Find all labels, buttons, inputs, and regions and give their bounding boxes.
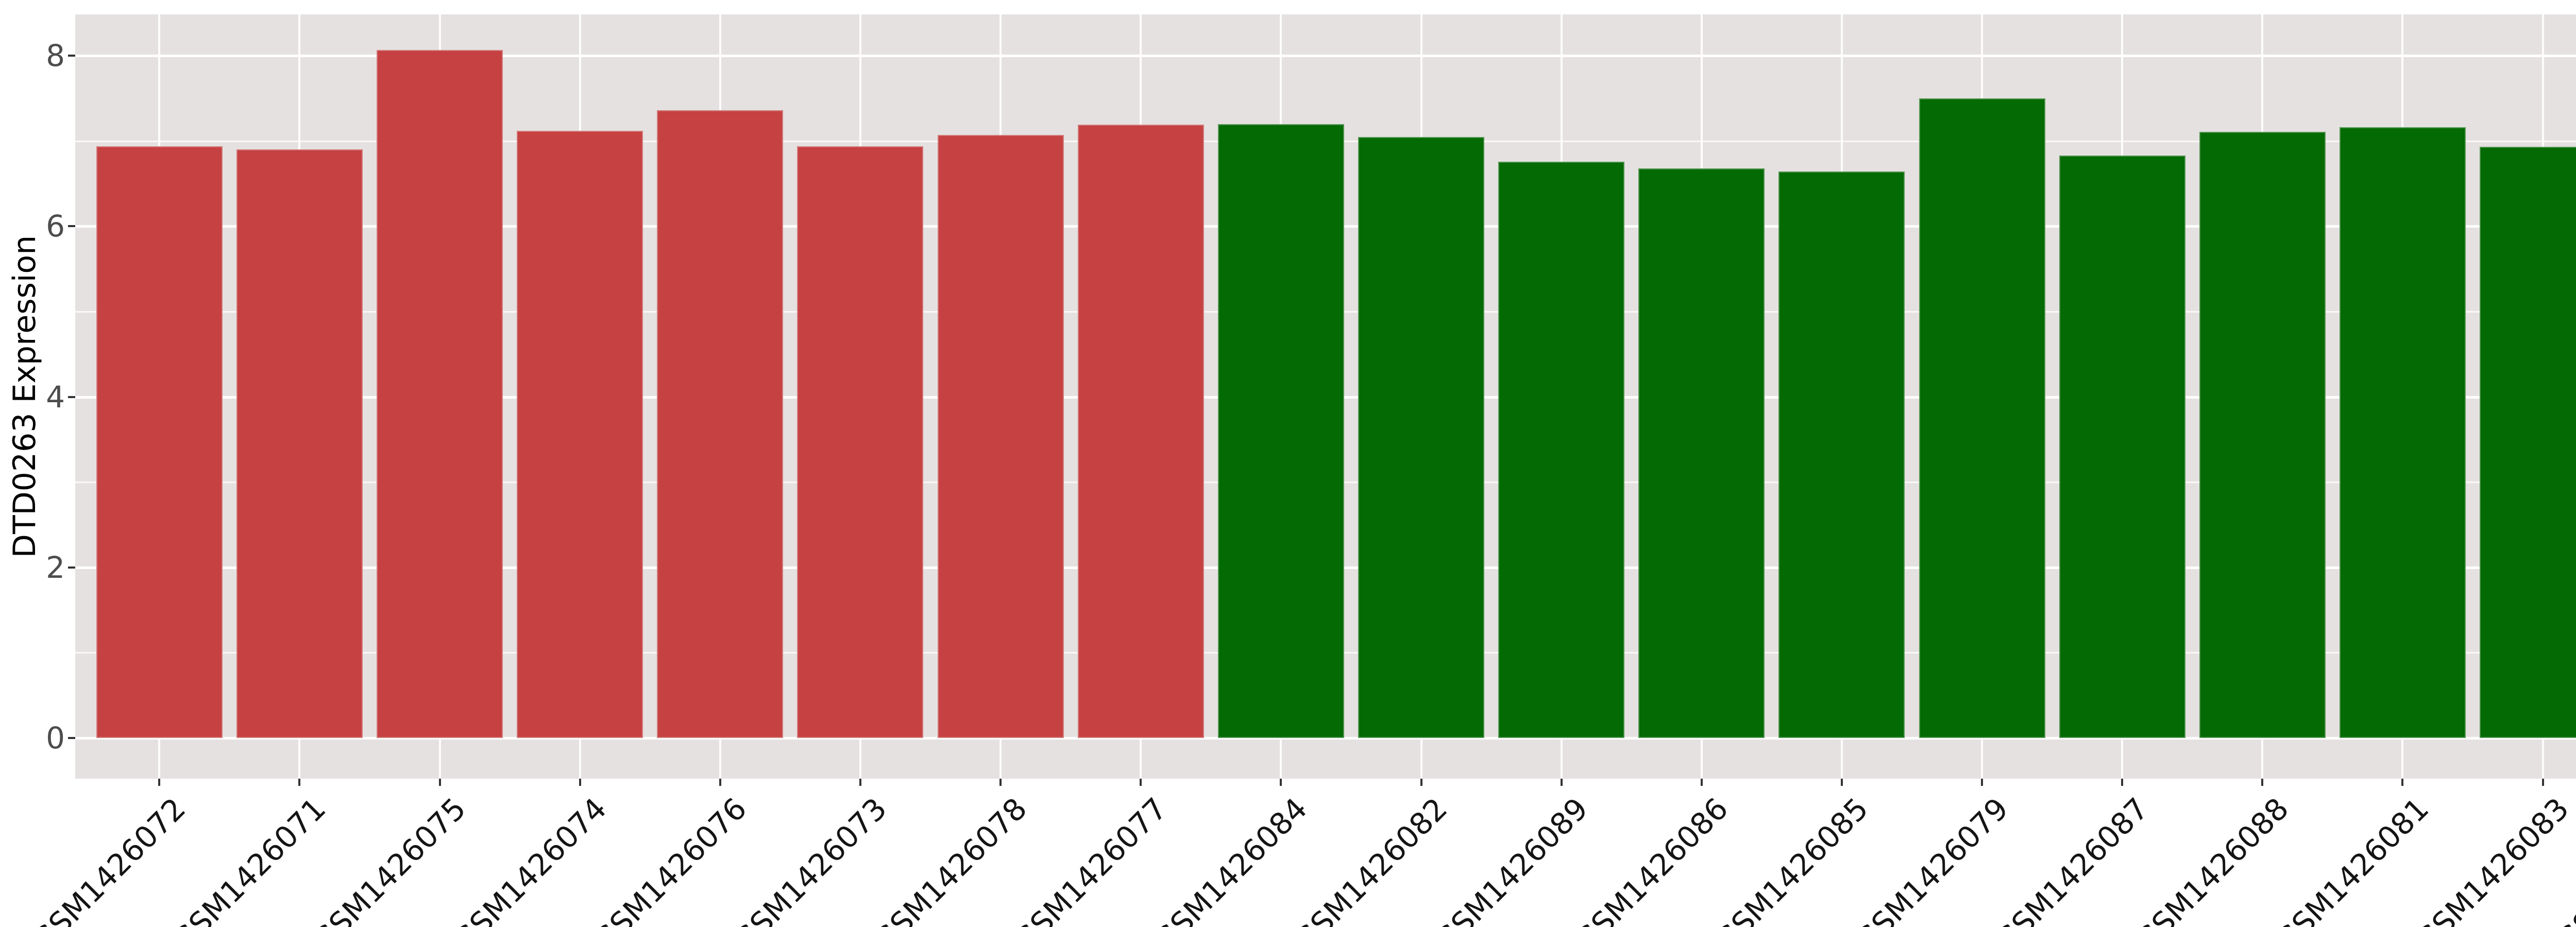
bar-GSM1426082 (1358, 137, 1484, 738)
y-tick (68, 396, 75, 398)
y-tick-label: 6 (46, 209, 65, 244)
x-tick-label: GSM1426074 (446, 791, 613, 927)
bar-GSM1426088 (2199, 132, 2326, 738)
x-tick (579, 779, 581, 786)
bar-GSM1426077 (1078, 125, 1204, 738)
bar-GSM1426071 (236, 149, 363, 738)
x-tick-label: GSM1426075 (306, 791, 473, 927)
x-tick (1420, 779, 1422, 786)
x-tick (1840, 779, 1843, 786)
bar-GSM1426081 (2340, 127, 2466, 738)
x-tick-label: GSM1426084 (1147, 791, 1314, 927)
y-tick (68, 737, 75, 739)
y-tick-label: 2 (46, 550, 65, 585)
x-tick (1700, 779, 1703, 786)
bar-GSM1426074 (517, 131, 643, 738)
bar-GSM1426072 (96, 146, 223, 738)
x-tick-label: GSM1426077 (1007, 791, 1174, 927)
x-tick-label: GSM1426073 (726, 791, 894, 927)
x-tick (2541, 779, 2544, 786)
bar-GSM1426076 (657, 110, 783, 738)
x-tick (719, 779, 721, 786)
x-tick-label: GSM1426071 (165, 791, 333, 927)
x-tick-label: GSM1426082 (1287, 791, 1454, 927)
x-tick-label: GSM1426085 (1708, 791, 1875, 927)
x-tick-label: GSM1426089 (1427, 791, 1595, 927)
y-tick-label: 4 (46, 379, 65, 415)
x-tick-label: GSM1426086 (1567, 791, 1735, 927)
bar-GSM1426075 (377, 50, 503, 738)
bar-GSM1426087 (2059, 156, 2185, 738)
x-tick (2121, 779, 2124, 786)
x-tick-label: GSM1426088 (2128, 791, 2296, 927)
x-tick-label: GSM1426076 (586, 791, 753, 927)
y-tick (68, 225, 75, 228)
x-tick (1560, 779, 1563, 786)
x-tick (859, 779, 861, 786)
x-tick (2401, 779, 2404, 786)
y-grid-major-line (75, 737, 2576, 740)
bar-GSM1426083 (2480, 147, 2576, 738)
bar-GSM1426086 (1638, 168, 1765, 738)
x-tick (438, 779, 441, 786)
y-grid-major-line (75, 55, 2576, 58)
x-tick-label: GSM1426078 (867, 791, 1034, 927)
y-tick-label: 0 (46, 720, 65, 756)
x-tick (1981, 779, 1984, 786)
x-tick-label: GSM1426072 (25, 791, 193, 927)
bar-GSM1426079 (1919, 98, 2045, 738)
x-tick-label: GSM1426087 (1988, 791, 2156, 927)
bar-GSM1426073 (797, 146, 923, 738)
x-tick-label: GSM1426083 (2409, 791, 2576, 927)
x-tick (1140, 779, 1142, 786)
bar-GSM1426085 (1778, 171, 1905, 738)
x-tick (2261, 779, 2264, 786)
x-tick (298, 779, 301, 786)
x-tick (999, 779, 1002, 786)
x-tick-label: GSM1426081 (2268, 791, 2436, 927)
y-tick-label: 8 (46, 38, 65, 74)
y-tick (68, 55, 75, 57)
bar-GSM1426084 (1218, 124, 1344, 738)
y-tick (68, 566, 75, 569)
x-tick-label: GSM1426079 (1848, 791, 2015, 927)
x-tick (1280, 779, 1282, 786)
plot-panel (75, 14, 2576, 779)
bar-GSM1426078 (938, 135, 1064, 738)
x-tick (158, 779, 161, 786)
bar-GSM1426089 (1498, 162, 1624, 738)
